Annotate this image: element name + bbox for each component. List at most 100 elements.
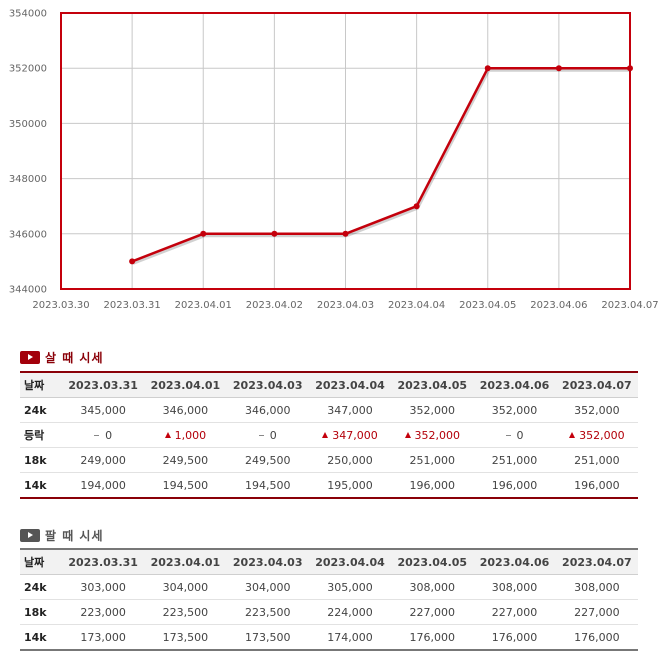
- price-cell: 196,000: [391, 472, 474, 499]
- up-arrow-icon: [569, 431, 576, 438]
- table-row: 14k 194,000 194,500 194,500 195,000 196,…: [20, 472, 638, 499]
- no-change-icon: [258, 434, 264, 436]
- date-cell: 2023.04.06: [473, 549, 556, 575]
- data-point: [342, 230, 349, 237]
- date-cell: 2023.04.04: [308, 549, 392, 575]
- price-cell: 345,000: [62, 397, 145, 423]
- date-cell: 2023.03.31: [62, 549, 145, 575]
- table-row: 24k 345,000 346,000 346,000 347,000 352,…: [20, 397, 638, 423]
- change-value: 1,000: [174, 428, 207, 442]
- price-cell: 308,000: [391, 574, 474, 600]
- price-cell: 174,000: [308, 624, 392, 651]
- price-cell: 249,500: [144, 447, 227, 473]
- date-cell: 2023.04.03: [226, 372, 309, 398]
- row-label: 14k: [20, 472, 62, 499]
- date-cell: 2023.04.01: [144, 549, 227, 575]
- data-point: [271, 230, 278, 237]
- x-tick-label: 2023.03.30: [32, 300, 89, 311]
- y-axis: 354000 352000 350000 348000 346000 344000: [9, 9, 47, 296]
- y-tick-label: 354000: [9, 9, 47, 20]
- play-icon: [20, 350, 40, 364]
- y-tick-label: 350000: [9, 119, 47, 130]
- price-cell: 346,000: [226, 397, 309, 423]
- y-tick-label: 344000: [9, 285, 47, 296]
- change-cell: 0: [473, 422, 556, 448]
- change-value: 352,000: [414, 428, 461, 442]
- x-tick-label: 2023.04.06: [530, 300, 587, 311]
- table-row: 등락 0 1,000 0 347,000 352,000 0 352,000: [20, 422, 638, 448]
- row-label: 18k: [20, 447, 62, 473]
- price-cell: 227,000: [555, 599, 638, 625]
- change-value: 0: [105, 428, 113, 442]
- date-cell: 2023.04.05: [391, 549, 474, 575]
- up-arrow-icon: [322, 431, 329, 438]
- sell-price-table: 날짜 2023.03.31 2023.04.01 2023.04.03 2023…: [20, 548, 638, 651]
- price-cell: 194,000: [62, 472, 145, 499]
- data-point: [413, 203, 420, 210]
- price-cell: 173,500: [226, 624, 309, 651]
- x-tick-label: 2023.04.03: [317, 300, 374, 311]
- x-tick-label: 2023.04.01: [175, 300, 232, 311]
- data-point: [484, 65, 491, 72]
- date-cell: 2023.04.04: [308, 372, 392, 398]
- x-tick-label: 2023.03.31: [103, 300, 160, 311]
- price-cell: 227,000: [391, 599, 474, 625]
- date-cell: 2023.04.07: [555, 372, 638, 398]
- price-cell: 305,000: [308, 574, 392, 600]
- price-cell: 223,500: [226, 599, 309, 625]
- price-cell: 196,000: [473, 472, 556, 499]
- date-cell: 2023.04.03: [226, 549, 309, 575]
- chart-grid: [60, 12, 631, 290]
- buy-title: 살 때 시세: [45, 350, 104, 365]
- x-axis: 2023.03.30 2023.03.31 2023.04.01 2023.04.02…: [32, 300, 658, 311]
- x-tick-label: 2023.04.04: [388, 300, 445, 311]
- x-tick-label: 2023.04.05: [459, 300, 516, 311]
- price-cell: 304,000: [226, 574, 309, 600]
- series-line: [131, 66, 630, 263]
- price-cell: 308,000: [555, 574, 638, 600]
- price-cell: 194,500: [226, 472, 309, 499]
- price-cell: 346,000: [144, 397, 227, 423]
- date-header: 날짜: [20, 372, 62, 398]
- date-cell: 2023.04.07: [555, 549, 638, 575]
- price-cell: 173,000: [62, 624, 145, 651]
- price-cell: 223,000: [62, 599, 145, 625]
- price-cell: 227,000: [473, 599, 556, 625]
- date-cell: 2023.04.05: [391, 372, 474, 398]
- row-label: 등락: [20, 422, 62, 448]
- change-cell: 352,000: [391, 422, 474, 448]
- price-cell: 352,000: [391, 397, 474, 423]
- table-row: 18k 223,000 223,500 223,500 224,000 227,…: [20, 599, 638, 625]
- data-point: [129, 258, 136, 265]
- data-point: [200, 230, 207, 237]
- data-point: [555, 65, 562, 72]
- plot-frame: [60, 12, 631, 290]
- up-arrow-icon: [164, 431, 171, 438]
- price-cell: 251,000: [555, 447, 638, 473]
- price-cell: 250,000: [308, 447, 392, 473]
- x-tick-label: 2023.04.07: [601, 300, 658, 311]
- price-cell: 176,000: [391, 624, 474, 651]
- date-cell: 2023.04.06: [473, 372, 556, 398]
- price-cell: 304,000: [144, 574, 227, 600]
- price-cell: 308,000: [473, 574, 556, 600]
- row-label: 24k: [20, 574, 62, 600]
- date-cell: 2023.03.31: [62, 372, 145, 398]
- change-cell: 1,000: [144, 422, 227, 448]
- price-cell: 176,000: [473, 624, 556, 651]
- row-label: 18k: [20, 599, 62, 625]
- price-cell: 194,500: [144, 472, 227, 499]
- no-change-icon: [505, 434, 511, 436]
- y-tick-label: 348000: [9, 174, 47, 185]
- buy-price-table: 날짜 2023.03.31 2023.04.01 2023.04.03 2023…: [20, 371, 638, 499]
- price-cell: 173,500: [144, 624, 227, 651]
- sell-title: 팔 때 시세: [45, 528, 104, 543]
- y-tick-label: 346000: [9, 229, 47, 240]
- price-cell: 251,000: [391, 447, 474, 473]
- price-cell: 249,000: [62, 447, 145, 473]
- play-icon: [20, 528, 40, 542]
- table-row: 24k 303,000 304,000 304,000 305,000 308,…: [20, 574, 638, 600]
- x-tick-label: 2023.04.02: [246, 300, 303, 311]
- price-cell: 352,000: [555, 397, 638, 423]
- price-cell: 195,000: [308, 472, 392, 499]
